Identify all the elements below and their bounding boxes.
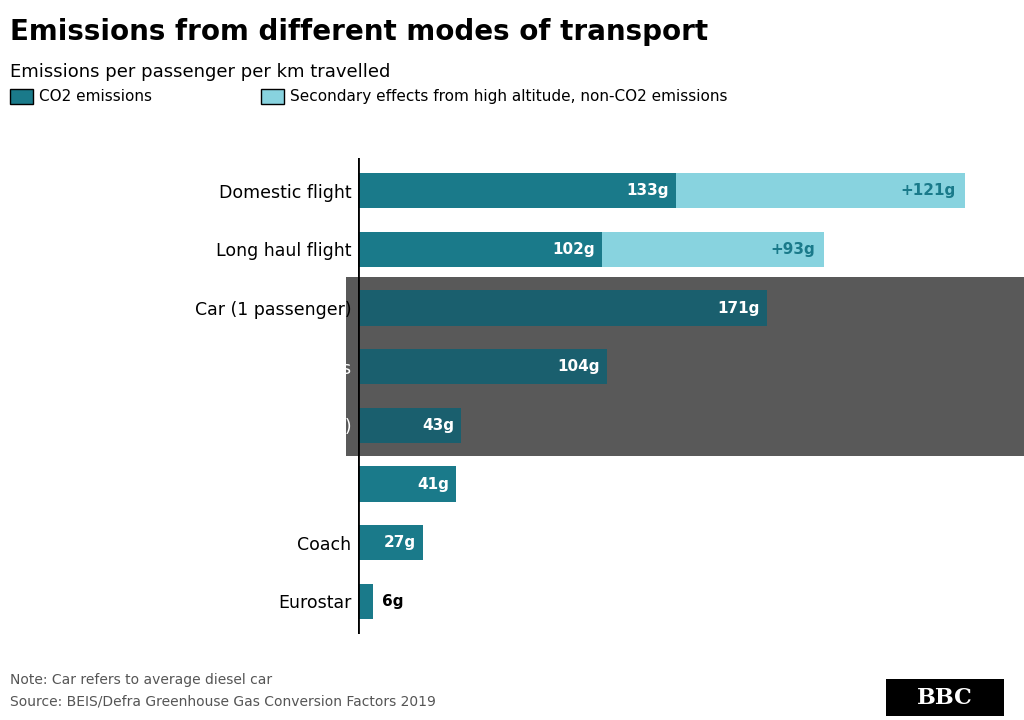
Bar — [358, 408, 461, 443]
Text: 104g: 104g — [557, 359, 600, 374]
Text: 27g: 27g — [384, 535, 416, 550]
Bar — [358, 349, 607, 384]
Bar — [358, 232, 602, 267]
Bar — [358, 584, 373, 619]
Text: CO2 emissions: CO2 emissions — [39, 89, 152, 104]
Text: 41g: 41g — [418, 477, 450, 492]
Text: 6g: 6g — [382, 594, 403, 609]
Text: Emissions per passenger per km travelled: Emissions per passenger per km travelled — [10, 63, 390, 81]
Bar — [676, 173, 966, 208]
Text: 133g: 133g — [627, 183, 669, 198]
Bar — [358, 173, 676, 208]
Bar — [602, 232, 824, 267]
Bar — [358, 525, 423, 560]
Text: Emissions from different modes of transport: Emissions from different modes of transp… — [10, 18, 709, 46]
Text: Secondary effects from high altitude, non-CO2 emissions: Secondary effects from high altitude, no… — [290, 89, 727, 104]
Text: 43g: 43g — [422, 418, 454, 433]
Text: Note: Car refers to average diesel car: Note: Car refers to average diesel car — [10, 673, 272, 687]
Bar — [358, 290, 767, 325]
Text: 171g: 171g — [718, 300, 760, 315]
Text: Source: BEIS/Defra Greenhouse Gas Conversion Factors 2019: Source: BEIS/Defra Greenhouse Gas Conver… — [10, 695, 436, 708]
FancyBboxPatch shape — [346, 277, 1024, 456]
Bar — [358, 467, 457, 502]
Text: BBC: BBC — [916, 687, 973, 708]
Text: 102g: 102g — [552, 242, 595, 257]
Text: +93g: +93g — [770, 242, 815, 257]
Text: +121g: +121g — [900, 183, 955, 198]
